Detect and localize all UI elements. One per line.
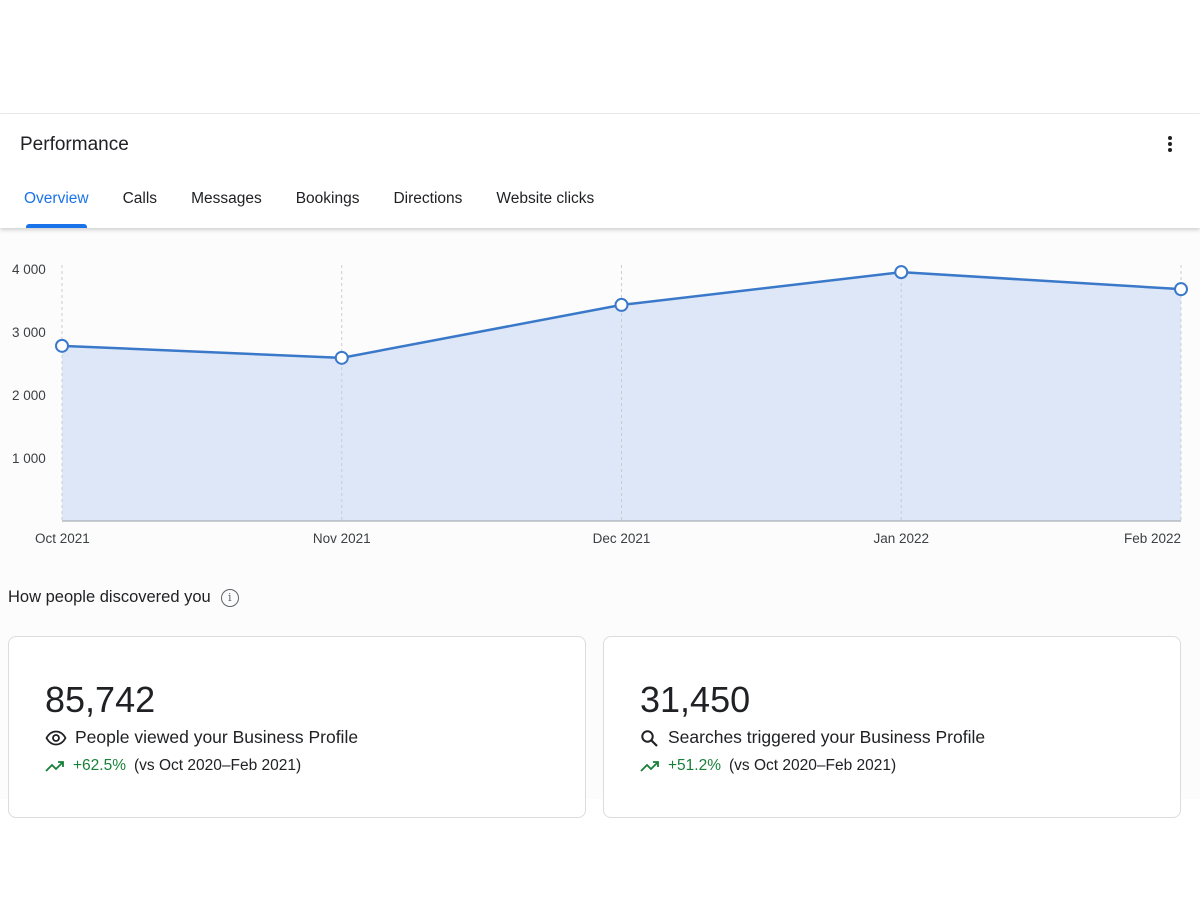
x-tick-label: Jan 2022: [873, 531, 929, 546]
info-icon[interactable]: i: [220, 588, 239, 607]
x-tick-label: Dec 2021: [593, 531, 651, 546]
profile-views-value: 85,742: [45, 679, 156, 720]
tab-overview[interactable]: Overview: [24, 190, 89, 228]
tab-directions[interactable]: Directions: [393, 190, 463, 207]
page-title: Performance: [20, 134, 129, 155]
more-vert-icon[interactable]: [1160, 134, 1180, 158]
x-tick-label: Oct 2021: [35, 531, 90, 546]
performance-chart: Oct 2021 Nov 2021 Dec 2021 Jan 2022 Feb 2022…: [12, 262, 1188, 546]
y-tick-label: 2 000: [12, 388, 46, 403]
profile-views-change: +62.5%: [73, 757, 127, 774]
searches-comparison: (vs Oct 2020–Feb 2021): [729, 757, 897, 774]
y-tick-label: 1 000: [12, 451, 46, 466]
y-tick-label: 3 000: [12, 325, 46, 340]
searches-card: 31,450 Searches triggered your Business …: [603, 636, 1181, 818]
profile-views-comparison: (vs Oct 2020–Feb 2021): [134, 757, 302, 774]
x-tick-label: Nov 2021: [313, 531, 371, 546]
trending-up-icon: [45, 761, 64, 772]
tab-calls[interactable]: Calls: [122, 190, 158, 207]
searches-label: Searches triggered your Business Profile: [668, 727, 986, 747]
y-tick-label: 4 000: [12, 262, 46, 277]
profile-views-label: People viewed your Business Profile: [75, 727, 359, 747]
trending-up-icon: [640, 761, 659, 772]
data-point: [614, 297, 629, 312]
profile-views-card: 85,742 People viewed your Business Profi…: [8, 636, 586, 818]
search-icon: [641, 729, 658, 747]
data-point: [334, 350, 349, 365]
x-tick-label: Feb 2022: [1124, 531, 1181, 546]
data-point: [1174, 282, 1188, 297]
searches-value: 31,450: [640, 679, 751, 720]
tab-messages[interactable]: Messages: [191, 190, 262, 207]
data-point: [894, 265, 909, 280]
section-heading: How people discovered you: [8, 588, 211, 606]
tab-website-clicks[interactable]: Website clicks: [496, 190, 595, 207]
searches-change: +51.2%: [668, 757, 722, 774]
data-point: [55, 338, 69, 353]
discovery-section-title: How people discovered you i: [8, 588, 239, 607]
performance-header: Performance Overview Calls Messages Book…: [0, 114, 1200, 228]
tab-bar: Overview Calls Messages Bookings Directi…: [0, 190, 594, 228]
performance-panel: Performance Overview Calls Messages Book…: [0, 113, 1200, 818]
tab-bookings[interactable]: Bookings: [295, 190, 360, 207]
eye-icon: [45, 730, 67, 745]
